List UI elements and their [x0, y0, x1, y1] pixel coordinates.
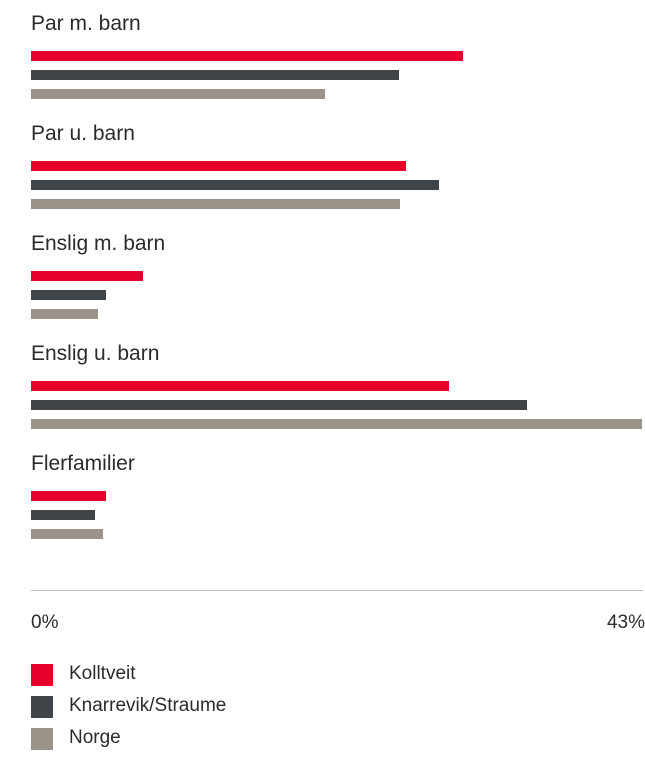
bar-kolltveit [31, 161, 406, 171]
bar-knarrevik-straume [31, 290, 106, 300]
bar-norge [31, 419, 642, 429]
category-label: Flerfamilier [31, 452, 135, 475]
legend-label: Norge [69, 727, 121, 748]
legend-label: Knarrevik/Straume [69, 695, 227, 716]
x-tick-label-max: 43% [606, 612, 645, 633]
bar-norge [31, 89, 325, 99]
x-tick-label-min: 0% [31, 612, 59, 633]
category-label: Par m. barn [31, 12, 141, 35]
bar-norge [31, 309, 98, 319]
category-label: Enslig m. barn [31, 232, 166, 255]
bar-kolltveit [31, 491, 106, 501]
bar-norge [31, 529, 103, 539]
legend-swatch [31, 728, 53, 750]
legend-swatch [31, 696, 53, 718]
category-label: Enslig u. barn [31, 342, 160, 365]
bar-norge [31, 199, 400, 209]
legend-label: Kolltveit [69, 663, 136, 684]
bar-knarrevik-straume [31, 70, 399, 80]
bar-knarrevik-straume [31, 180, 439, 190]
bar-knarrevik-straume [31, 400, 527, 410]
bar-knarrevik-straume [31, 510, 95, 520]
x-axis-line [31, 590, 643, 591]
bar-kolltveit [31, 271, 143, 281]
category-label: Par u. barn [31, 122, 135, 145]
legend-swatch [31, 664, 53, 686]
bar-kolltveit [31, 51, 463, 61]
bar-kolltveit [31, 381, 449, 391]
